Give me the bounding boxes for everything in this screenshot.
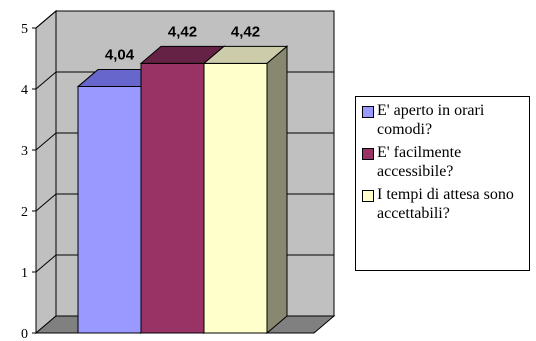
bar-front [203,62,268,334]
bar-front [77,86,142,334]
legend-swatch [362,190,374,202]
legend-item: I tempi di attesa sono accettabili? [362,185,525,223]
y-tick-label: 2 [21,205,28,220]
legend-swatch [362,148,374,160]
legend-swatch [362,106,374,118]
legend-item: E' aperto in orari comodi? [362,101,525,139]
y-tick-label: 0 [21,327,28,341]
legend: E' aperto in orari comodi? E' facilmente… [355,96,530,271]
y-tick-label: 4 [21,83,28,98]
legend-label: E' facilmente accessibile? [377,144,462,180]
y-tick-label: 5 [21,22,28,37]
bars [76,45,289,335]
legend-item: E' facilmente accessibile? [362,143,525,181]
data-label: 4,04 [105,47,135,64]
data-label: 4,42 [168,23,197,40]
bar [202,45,289,335]
legend-label: E' aperto in orari comodi? [377,102,485,138]
y-tick-label: 3 [21,144,28,159]
data-label: 4,42 [231,23,260,40]
data-labels: 4,04 4,42 4,42 [105,23,260,63]
legend-label: I tempi di attesa sono accettabili? [377,186,514,222]
y-tick-label: 1 [21,266,28,281]
y-axis: 0 1 2 3 4 5 [21,22,37,341]
side-wall [35,9,57,335]
gridline [35,10,334,29]
bar-front [140,62,205,334]
bar-side [266,45,288,335]
